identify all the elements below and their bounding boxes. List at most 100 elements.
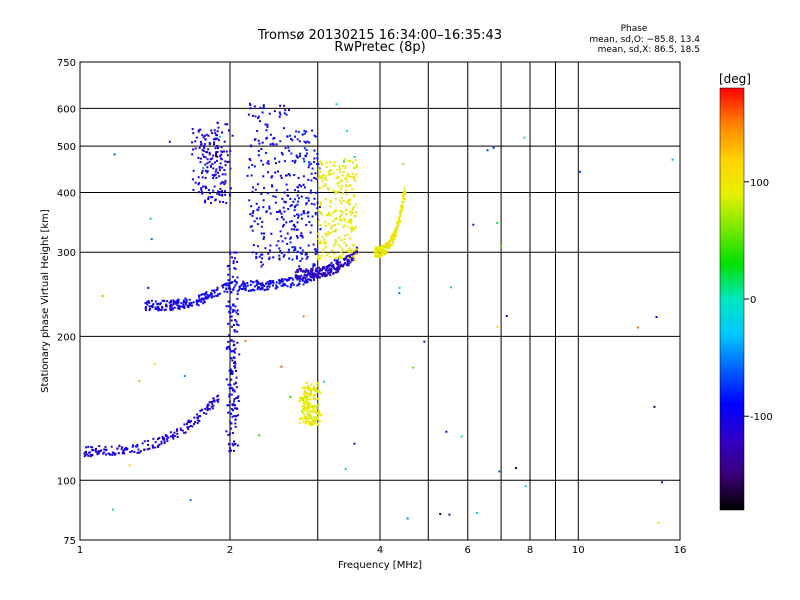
data-point bbox=[231, 442, 234, 445]
data-point bbox=[98, 445, 101, 448]
data-point bbox=[166, 300, 169, 303]
data-point bbox=[348, 175, 351, 178]
data-point bbox=[299, 234, 302, 237]
noise-point bbox=[343, 160, 346, 163]
data-point bbox=[232, 444, 235, 447]
data-point bbox=[338, 190, 341, 193]
data-point bbox=[378, 247, 381, 250]
data-point bbox=[199, 409, 202, 412]
data-point bbox=[286, 279, 289, 282]
noise-point bbox=[657, 521, 660, 524]
data-point bbox=[301, 418, 304, 421]
data-point bbox=[234, 305, 237, 308]
data-point bbox=[131, 450, 134, 453]
data-point bbox=[102, 452, 105, 455]
data-point bbox=[292, 278, 295, 281]
data-point bbox=[195, 136, 198, 139]
data-point bbox=[227, 411, 230, 414]
data-point bbox=[309, 402, 312, 405]
data-point bbox=[185, 423, 188, 426]
data-point bbox=[249, 283, 252, 286]
data-point bbox=[296, 228, 299, 231]
data-point bbox=[391, 243, 394, 246]
data-point bbox=[210, 293, 213, 296]
data-point bbox=[222, 286, 225, 289]
data-point bbox=[193, 416, 196, 419]
data-point bbox=[229, 312, 232, 315]
data-point bbox=[298, 183, 301, 186]
data-point bbox=[287, 248, 290, 251]
data-point bbox=[309, 269, 312, 272]
data-point bbox=[354, 214, 357, 217]
data-point bbox=[344, 164, 347, 167]
data-point bbox=[292, 249, 295, 252]
data-point bbox=[321, 275, 324, 278]
data-point bbox=[201, 134, 204, 137]
data-point bbox=[184, 431, 187, 434]
noise-point bbox=[579, 170, 582, 173]
data-point bbox=[280, 177, 283, 180]
data-point bbox=[327, 172, 330, 175]
data-point bbox=[289, 237, 292, 240]
data-point bbox=[304, 154, 307, 157]
data-point bbox=[146, 303, 149, 306]
data-point bbox=[201, 176, 204, 179]
data-point bbox=[154, 446, 157, 449]
data-point bbox=[300, 252, 303, 255]
data-point bbox=[241, 283, 244, 286]
data-point bbox=[340, 187, 343, 190]
noise-point bbox=[153, 362, 156, 365]
noise-point bbox=[341, 184, 344, 187]
data-point bbox=[257, 206, 260, 209]
data-point bbox=[168, 301, 171, 304]
data-point bbox=[286, 278, 289, 281]
data-point bbox=[206, 405, 209, 408]
data-point bbox=[296, 138, 299, 141]
data-point bbox=[339, 215, 342, 218]
y-tick-label: 100 bbox=[57, 476, 76, 487]
data-point bbox=[348, 184, 351, 187]
data-point bbox=[148, 301, 151, 304]
data-point bbox=[355, 249, 358, 252]
data-point bbox=[203, 297, 206, 300]
data-point bbox=[345, 212, 348, 215]
data-point bbox=[226, 161, 229, 164]
data-point bbox=[215, 294, 218, 297]
data-point bbox=[272, 143, 275, 146]
data-point bbox=[230, 378, 233, 381]
data-point bbox=[299, 246, 302, 249]
data-point bbox=[280, 252, 283, 255]
data-point bbox=[355, 253, 358, 256]
data-point bbox=[190, 420, 193, 423]
data-point bbox=[231, 359, 234, 362]
data-point bbox=[160, 440, 163, 443]
data-point bbox=[188, 304, 191, 307]
data-point bbox=[352, 195, 355, 198]
noise-point bbox=[398, 286, 401, 289]
data-point bbox=[376, 255, 379, 258]
data-point bbox=[310, 391, 313, 394]
data-point bbox=[306, 386, 309, 389]
noise-point bbox=[149, 217, 152, 220]
data-point bbox=[349, 198, 352, 201]
data-point bbox=[225, 287, 228, 290]
data-point bbox=[352, 255, 355, 258]
data-point bbox=[236, 260, 239, 263]
data-point bbox=[203, 147, 206, 150]
data-point bbox=[258, 282, 261, 285]
data-point bbox=[304, 279, 307, 282]
data-point bbox=[311, 167, 314, 170]
data-point bbox=[340, 239, 343, 242]
data-point bbox=[338, 219, 341, 222]
data-point bbox=[169, 303, 172, 306]
data-point bbox=[278, 279, 281, 282]
data-point bbox=[192, 148, 195, 151]
data-point bbox=[319, 200, 322, 203]
data-point bbox=[329, 205, 332, 208]
data-point bbox=[345, 263, 348, 266]
noise-point bbox=[344, 468, 347, 471]
data-point bbox=[233, 267, 236, 270]
data-point bbox=[225, 282, 228, 285]
data-point bbox=[319, 160, 322, 163]
data-point bbox=[217, 171, 220, 174]
